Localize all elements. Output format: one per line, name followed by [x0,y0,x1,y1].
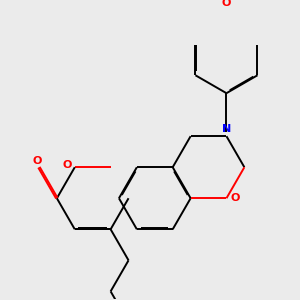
Text: N: N [222,124,231,134]
Text: O: O [33,157,42,166]
Text: O: O [63,160,72,170]
Text: O: O [230,193,240,203]
Text: O: O [222,0,231,8]
